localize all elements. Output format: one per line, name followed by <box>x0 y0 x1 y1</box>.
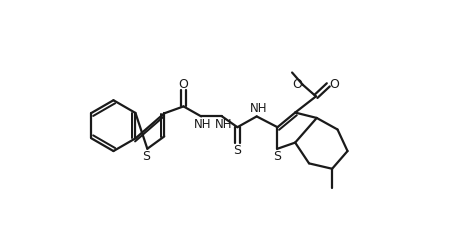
Text: NH: NH <box>249 102 267 115</box>
Text: O: O <box>329 78 339 91</box>
Text: S: S <box>273 150 281 163</box>
Text: O: O <box>292 78 302 91</box>
Text: NH: NH <box>215 118 233 131</box>
Text: NH: NH <box>194 118 212 131</box>
Text: O: O <box>178 78 188 91</box>
Text: S: S <box>233 144 242 157</box>
Text: S: S <box>142 150 151 163</box>
